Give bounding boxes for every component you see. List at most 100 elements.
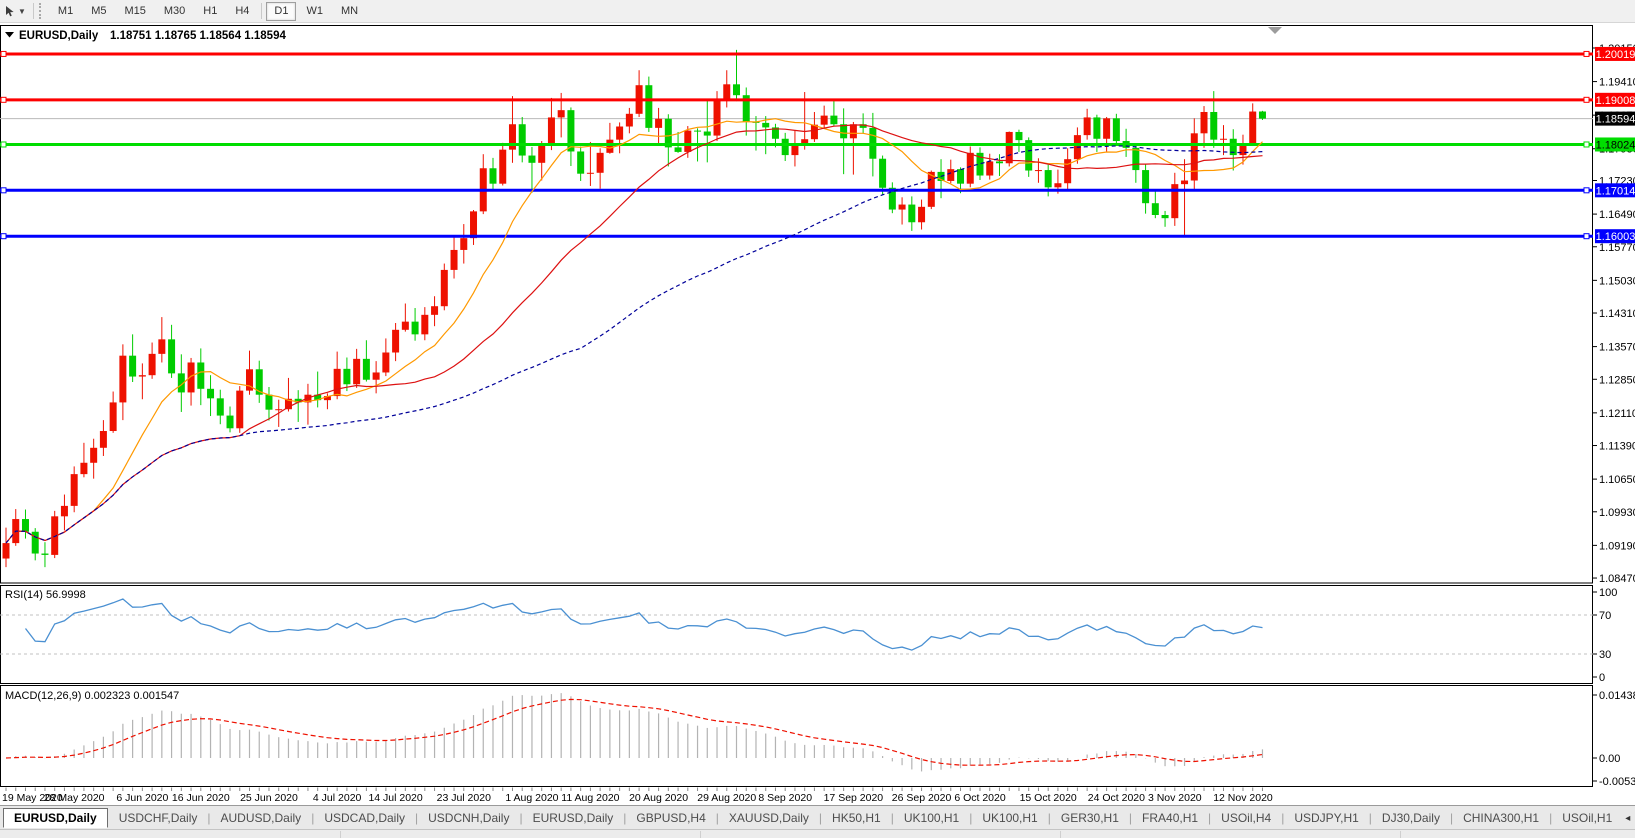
timeframe-button-h1[interactable]: H1 <box>195 2 225 21</box>
svg-text:1.18024: 1.18024 <box>1596 139 1635 151</box>
timeframe-button-m1[interactable]: M1 <box>50 2 81 21</box>
macd-axis-tick: 0.00 <box>1599 753 1620 765</box>
price-label-1.16003: 1.16003 <box>1595 229 1635 244</box>
line-endpoint-marker <box>0 233 7 240</box>
date-label: 1 Aug 2020 <box>505 792 558 804</box>
chart-tab-usoil-h1[interactable]: USOil,H1 <box>1562 811 1613 825</box>
date-label: 3 Nov 2020 <box>1148 792 1202 804</box>
price-label-1.18024: 1.18024 <box>1595 137 1635 152</box>
chart-canvas[interactable]: 1.201501.194101.186701.179301.172301.164… <box>0 25 1635 805</box>
timeframe-button-m15[interactable]: M15 <box>116 2 153 21</box>
chart-tab-usdchf-daily[interactable]: USDCHF,Daily <box>118 811 198 825</box>
line-endpoint-marker <box>1583 50 1590 57</box>
tab-separator: | <box>207 811 211 825</box>
ma-slow-line <box>5 145 1263 544</box>
timeframe-buttons: M1 M5 M15 M30 H1 H4 D1 W1 MN <box>49 0 367 22</box>
svg-text:1.10650: 1.10650 <box>1599 474 1635 486</box>
chart-tab-eurusd-daily[interactable]: EURUSD,Daily <box>3 808 108 828</box>
svg-text:1.13570: 1.13570 <box>1599 342 1635 354</box>
toolbar-grip-handle[interactable] <box>38 3 45 19</box>
svg-text:1.19008: 1.19008 <box>1596 95 1635 107</box>
chart-tab-uk100-h1[interactable]: UK100,H1 <box>982 811 1038 825</box>
line-endpoint-marker <box>1583 96 1590 103</box>
svg-text:1.15030: 1.15030 <box>1599 275 1635 287</box>
chart-shift-marker-icon[interactable] <box>1268 27 1282 34</box>
rsi-axis-tick: 100 <box>1599 587 1617 599</box>
chart-tab-xauusd-daily[interactable]: XAUUSD,Daily <box>728 811 809 825</box>
chart-title-symbol: EURUSD,Daily <box>19 30 99 42</box>
date-label: 26 Sep 2020 <box>892 792 952 804</box>
date-label: 4 Jul 2020 <box>313 792 362 804</box>
cursor-tool-group: ▼ <box>0 0 49 22</box>
date-label: 12 Nov 2020 <box>1213 792 1273 804</box>
chart-tab-fra40-h1[interactable]: FRA40,H1 <box>1142 811 1199 825</box>
line-endpoint-marker <box>0 96 7 103</box>
timeframe-button-m5[interactable]: M5 <box>83 2 114 21</box>
price-label-1.17014: 1.17014 <box>1595 183 1635 198</box>
date-label: 11 Aug 2020 <box>561 792 619 804</box>
cursor-tool-dropdown-icon[interactable]: ▼ <box>18 6 26 16</box>
line-endpoint-marker <box>0 50 7 57</box>
chart-title-collapse-icon <box>5 32 14 38</box>
status-separator <box>700 831 701 838</box>
horizontal-lines-layer[interactable] <box>0 50 1593 240</box>
chart-tab-usdcad-daily[interactable]: USDCAD,Daily <box>324 811 405 825</box>
macd-label: MACD(12,26,9) 0.002323 0.001547 <box>5 690 179 702</box>
svg-text:1.18594: 1.18594 <box>1596 114 1635 126</box>
timeframe-button-w1[interactable]: W1 <box>298 2 331 21</box>
line-endpoint-marker <box>1583 141 1590 148</box>
date-label: 6 Oct 2020 <box>954 792 1006 804</box>
chart-tab-hk50-h1[interactable]: HK50,H1 <box>832 811 881 825</box>
rsi-axis-tick: 30 <box>1599 649 1611 661</box>
date-label: 15 Oct 2020 <box>1020 792 1077 804</box>
timeframe-button-m30[interactable]: M30 <box>156 2 193 21</box>
timeframe-button-h4[interactable]: H4 <box>227 2 257 21</box>
price-label-1.20019: 1.20019 <box>1595 46 1635 61</box>
date-label: 25 Jun 2020 <box>240 792 298 804</box>
date-label: 16 Jun 2020 <box>172 792 230 804</box>
tab-separator: | <box>1208 811 1212 825</box>
chart-tab-ger30-h1[interactable]: GER30,H1 <box>1060 811 1119 825</box>
tab-separator: | <box>415 811 419 825</box>
tab-separator: | <box>890 811 894 825</box>
ma-fast-line <box>5 118 1263 544</box>
line-endpoint-marker <box>1583 233 1590 240</box>
chart-title-ohlc: 1.18751 1.18765 1.18564 1.18594 <box>110 30 286 42</box>
chart-tab-dj30-daily[interactable]: DJ30,Daily <box>1381 811 1440 825</box>
chart-tab-gbpusd-h4[interactable]: GBPUSD,H4 <box>636 811 706 825</box>
timeframe-button-d1[interactable]: D1 <box>266 1 297 21</box>
date-label: 8 Sep 2020 <box>758 792 812 804</box>
tab-separator: | <box>1549 811 1553 825</box>
toolbar-separator <box>261 3 263 19</box>
timeframe-button-mn[interactable]: MN <box>333 2 366 21</box>
tab-separator: | <box>1449 811 1454 825</box>
chart-tab-eurusd-daily[interactable]: EURUSD,Daily <box>532 811 614 825</box>
price-label-1.19008: 1.19008 <box>1595 92 1635 107</box>
macd-axis-tick: 0.014384 <box>1599 690 1635 702</box>
tab-separator: | <box>1368 811 1372 825</box>
status-separator <box>1060 831 1061 838</box>
chart-tab-usdcnh-daily[interactable]: USDCNH,Daily <box>428 811 510 825</box>
date-label: 28 May 2020 <box>44 792 105 804</box>
chart-tab-uk100-h1[interactable]: UK100,H1 <box>903 811 960 825</box>
chart-tab-usdjpy-h1[interactable]: USDJPY,H1 <box>1294 811 1359 825</box>
date-label: 14 Jul 2020 <box>368 792 422 804</box>
chart-title: EURUSD,Daily 1.18751 1.18765 1.18564 1.18… <box>5 30 286 42</box>
tab-nav-left-icon[interactable]: ◂ <box>1625 812 1631 824</box>
chart-tab-audusd-daily[interactable]: AUDUSD,Daily <box>220 811 302 825</box>
rsi-axis-tick: 0 <box>1599 672 1605 684</box>
rsi-axis-tick: 70 <box>1599 610 1611 622</box>
svg-text:1.19410: 1.19410 <box>1599 77 1635 89</box>
date-label: 24 Oct 2020 <box>1088 792 1145 804</box>
date-label: 29 Aug 2020 <box>697 792 756 804</box>
tab-separator: | <box>1128 811 1133 825</box>
svg-text:1.12110: 1.12110 <box>1599 408 1635 420</box>
tab-separator: | <box>715 811 719 825</box>
cursor-tool-icon[interactable] <box>3 4 17 18</box>
tab-separator: | <box>1047 811 1051 825</box>
chart-tab-china300-h1[interactable]: CHINA300,H1 <box>1463 811 1540 825</box>
macd-axis-tick: -0.00539 <box>1599 776 1635 788</box>
tab-separator: | <box>818 811 823 825</box>
chart-tab-usoil-h4[interactable]: USOil,H4 <box>1221 811 1272 825</box>
svg-text:1.14310: 1.14310 <box>1599 308 1635 320</box>
